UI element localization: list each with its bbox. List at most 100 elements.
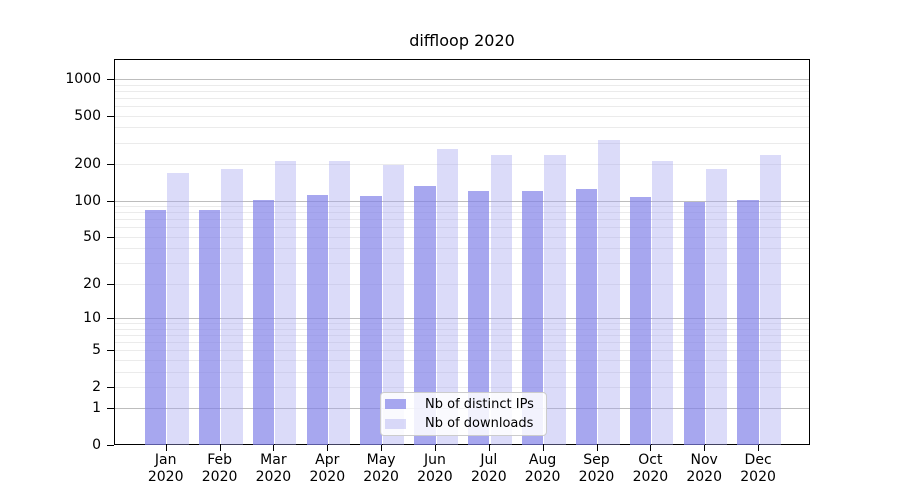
gridline-minor bbox=[115, 219, 809, 221]
gridline-major bbox=[115, 78, 809, 80]
y-axis-tick-label: 5 bbox=[92, 342, 101, 359]
x-tick-year: 2020 bbox=[309, 469, 346, 485]
bar-downloads-apr bbox=[329, 160, 351, 445]
x-axis-tick-label: Jan 2020 bbox=[134, 452, 198, 486]
y-axis-tick-label: 1 bbox=[92, 400, 101, 417]
bar-distinct-ips-dec bbox=[737, 200, 759, 445]
y-axis-tick bbox=[107, 78, 114, 80]
x-tick-month: Oct bbox=[638, 452, 663, 468]
x-axis-tick bbox=[273, 445, 275, 451]
x-tick-month: May bbox=[366, 452, 396, 468]
x-axis-tick bbox=[704, 445, 706, 451]
y-axis-tick bbox=[107, 200, 114, 202]
x-axis-tick-label: Apr 2020 bbox=[295, 452, 359, 486]
gridline-major bbox=[115, 318, 809, 319]
y-axis-tick bbox=[107, 408, 114, 410]
bar-downloads-may bbox=[382, 165, 405, 445]
x-axis-tick bbox=[542, 445, 544, 451]
x-axis-tick bbox=[488, 445, 490, 451]
y-axis-tick-label: 50 bbox=[83, 228, 101, 245]
y-axis-tick-label: 1000 bbox=[65, 70, 101, 87]
gridline-minor bbox=[115, 212, 809, 214]
y-axis-tick-label: 10 bbox=[83, 310, 101, 326]
chart-title: diffloop 2020 bbox=[409, 31, 515, 50]
y-axis-tick bbox=[107, 164, 114, 165]
gridline-minor bbox=[115, 371, 809, 373]
x-tick-year: 2020 bbox=[417, 469, 453, 485]
bar-downloads-feb bbox=[221, 169, 243, 445]
bar-distinct-ips-mar bbox=[252, 199, 275, 445]
bar-distinct-ips-jul bbox=[468, 191, 490, 445]
x-axis-tick bbox=[650, 445, 652, 451]
x-axis-tick-label: Aug 2020 bbox=[511, 452, 575, 486]
x-tick-year: 2020 bbox=[255, 469, 292, 485]
bar-distinct-ips-feb bbox=[198, 210, 221, 445]
y-axis-tick bbox=[107, 318, 114, 319]
gridline-minor bbox=[115, 227, 809, 229]
y-axis-tick bbox=[107, 283, 114, 285]
x-tick-month: Mar bbox=[260, 452, 287, 468]
y-axis-tick bbox=[107, 350, 114, 352]
bar-distinct-ips-nov bbox=[683, 201, 705, 445]
x-tick-month: Nov bbox=[690, 452, 718, 468]
y-axis-tick bbox=[107, 236, 114, 238]
gridline-major bbox=[115, 200, 809, 202]
x-axis-tick-label: Nov 2020 bbox=[672, 452, 736, 486]
plot-area bbox=[114, 59, 810, 445]
bar-distinct-ips-sep bbox=[575, 188, 598, 445]
gridline-minor bbox=[115, 334, 809, 336]
bar-distinct-ips-oct bbox=[629, 197, 652, 445]
x-tick-month: Aug bbox=[528, 452, 557, 468]
y-axis-tick bbox=[107, 115, 114, 117]
bar-downloads-jun bbox=[436, 149, 458, 445]
x-tick-month: Jan bbox=[154, 452, 177, 468]
x-axis-tick bbox=[381, 445, 383, 451]
x-axis-tick bbox=[219, 445, 221, 451]
legend-item-distinct-ips: Nb of distinct IPs bbox=[385, 396, 540, 413]
gridline-minor bbox=[115, 164, 809, 165]
bar-downloads-dec bbox=[759, 155, 782, 445]
x-axis-tick bbox=[327, 445, 329, 451]
x-tick-year: 2020 bbox=[524, 469, 561, 485]
y-axis-tick-label: 2 bbox=[92, 378, 101, 395]
y-axis-tick-label: 200 bbox=[74, 156, 101, 172]
x-tick-month: Jul bbox=[480, 452, 498, 468]
x-tick-year: 2020 bbox=[201, 469, 238, 485]
legend-label: Nb of distinct IPs bbox=[425, 396, 534, 412]
legend-swatch-downloads bbox=[385, 418, 406, 429]
gridline-minor bbox=[115, 341, 809, 343]
gridline-minor bbox=[115, 248, 809, 250]
bar-distinct-ips-apr bbox=[306, 195, 328, 445]
gridline-minor bbox=[115, 386, 809, 388]
x-tick-month: Feb bbox=[207, 452, 232, 468]
x-tick-year: 2020 bbox=[363, 469, 399, 485]
legend-label: Nb of downloads bbox=[425, 416, 534, 432]
x-tick-year: 2020 bbox=[470, 469, 507, 485]
x-tick-year: 2020 bbox=[740, 469, 776, 485]
gridline-minor bbox=[115, 90, 809, 92]
y-axis-tick bbox=[107, 386, 114, 388]
gridline-minor bbox=[115, 127, 809, 129]
x-axis-tick-label: Oct 2020 bbox=[618, 452, 682, 486]
x-tick-year: 2020 bbox=[632, 469, 669, 485]
bar-downloads-jul bbox=[490, 155, 512, 445]
x-tick-month: Jun bbox=[423, 452, 446, 468]
bar-distinct-ips-aug bbox=[521, 191, 544, 445]
x-axis-tick-label: Jun 2020 bbox=[403, 452, 467, 486]
x-tick-month: Apr bbox=[315, 452, 340, 468]
legend-item-downloads: Nb of downloads bbox=[385, 416, 540, 433]
x-axis-tick-label: Mar 2020 bbox=[241, 452, 305, 486]
bar-downloads-nov bbox=[705, 168, 728, 445]
bar-distinct-ips-may bbox=[360, 196, 382, 445]
x-tick-month: Sep bbox=[583, 452, 610, 468]
x-tick-year: 2020 bbox=[686, 469, 722, 485]
gridline-minor bbox=[115, 283, 809, 285]
bar-downloads-oct bbox=[652, 161, 674, 445]
y-axis-tick bbox=[107, 445, 114, 446]
legend-swatch-distinct-ips bbox=[385, 399, 406, 410]
x-axis-tick-label: Sep 2020 bbox=[565, 452, 629, 486]
gridline-minor bbox=[115, 328, 809, 330]
bar-downloads-aug bbox=[544, 154, 566, 445]
gridline-minor bbox=[115, 236, 809, 238]
